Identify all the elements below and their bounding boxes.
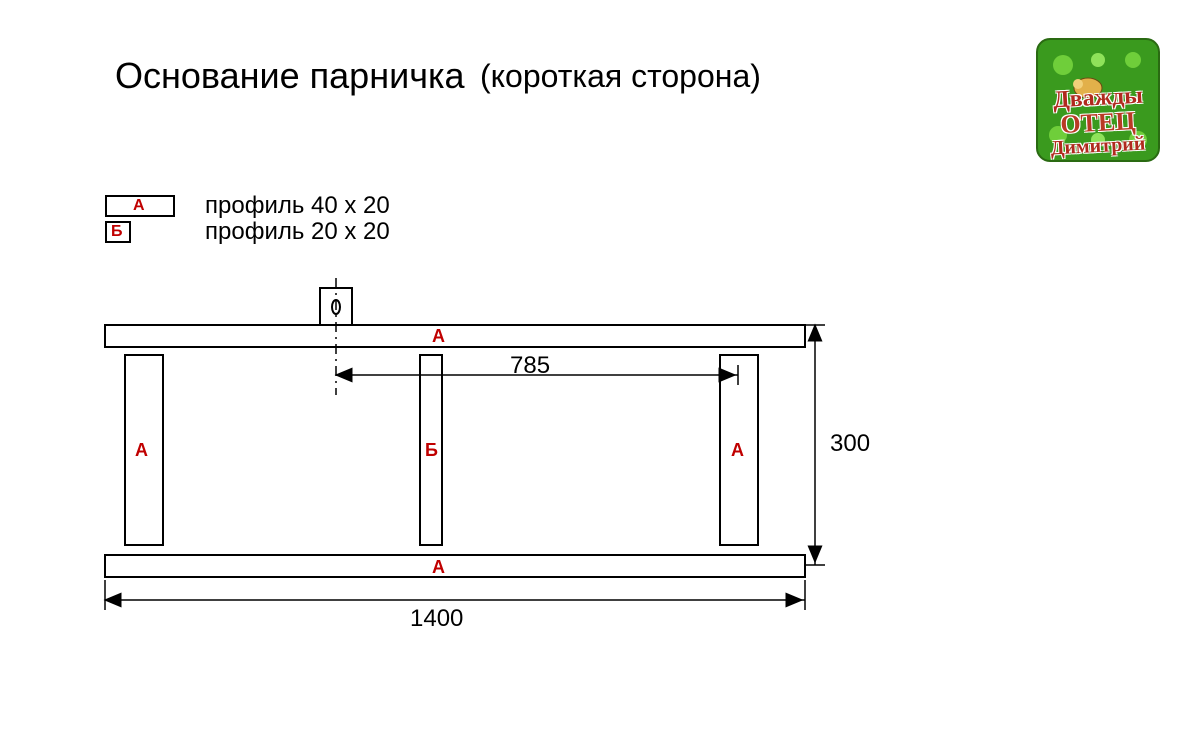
dim-1400-label: 1400 (410, 605, 463, 633)
label-b-mid: Б (425, 440, 438, 461)
label-a-left: А (135, 440, 148, 461)
top-rail (105, 325, 805, 347)
label-a-right: А (731, 440, 744, 461)
label-a-bottom: А (432, 557, 445, 578)
dim-300-label: 300 (830, 430, 870, 458)
diagram-svg (0, 0, 1200, 747)
dim-785-label: 785 (510, 352, 550, 380)
bottom-rail (105, 555, 805, 577)
label-a-top: А (432, 326, 445, 347)
